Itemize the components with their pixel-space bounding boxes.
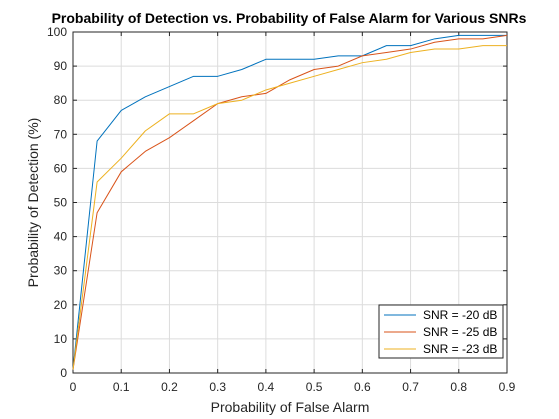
x-tick-label: 0.8 — [450, 380, 467, 394]
x-tick-label: 0 — [70, 380, 77, 394]
y-tick-label: 90 — [54, 59, 68, 73]
y-tick-label: 50 — [54, 196, 68, 210]
series-line — [72, 45, 507, 370]
axes-box — [72, 31, 508, 374]
legend: SNR = -20 dB SNR = -25 dB SNR = -23 dB — [378, 304, 504, 359]
y-tick-label: 0 — [60, 366, 67, 380]
y-tick-label: 60 — [54, 161, 68, 175]
legend-label: SNR = -23 dB — [423, 342, 497, 356]
x-tick-label: 0.7 — [402, 380, 419, 394]
y-tick-label: 80 — [54, 93, 68, 107]
y-tick-label: 20 — [54, 298, 68, 312]
y-tick-label: 30 — [54, 264, 68, 278]
x-tick-label: 0.4 — [258, 380, 275, 394]
x-tick-label: 0.2 — [161, 380, 178, 394]
y-tick-label: 10 — [54, 332, 68, 346]
legend-label: SNR = -25 dB — [423, 325, 497, 339]
axes: 0 0.1 0.2 0.3 0.4 0.5 0.6 0.7 0.8 0.9 0 10 20 30 40 50 6… — [47, 25, 516, 394]
series-line — [72, 34, 507, 370]
y-tick-label: 70 — [54, 127, 68, 141]
x-tick-label: 0.1 — [113, 380, 130, 394]
x-tick-label: 0.3 — [209, 380, 226, 394]
x-tick-label: 0.9 — [499, 380, 516, 394]
y-tick-label: 100 — [47, 25, 67, 39]
y-axis-label: Probability of Detection (%) — [25, 118, 41, 288]
legend-label: SNR = -20 dB — [423, 308, 497, 322]
chart-title: Probability of Detection vs. Probability… — [52, 10, 527, 26]
x-tick-label: 0.5 — [306, 380, 323, 394]
series-line — [72, 34, 508, 370]
x-tick-label: 0.6 — [354, 380, 371, 394]
series-group — [72, 34, 508, 370]
y-tick-label: 40 — [54, 230, 68, 244]
x-axis-label: Probability of False Alarm — [211, 399, 370, 415]
